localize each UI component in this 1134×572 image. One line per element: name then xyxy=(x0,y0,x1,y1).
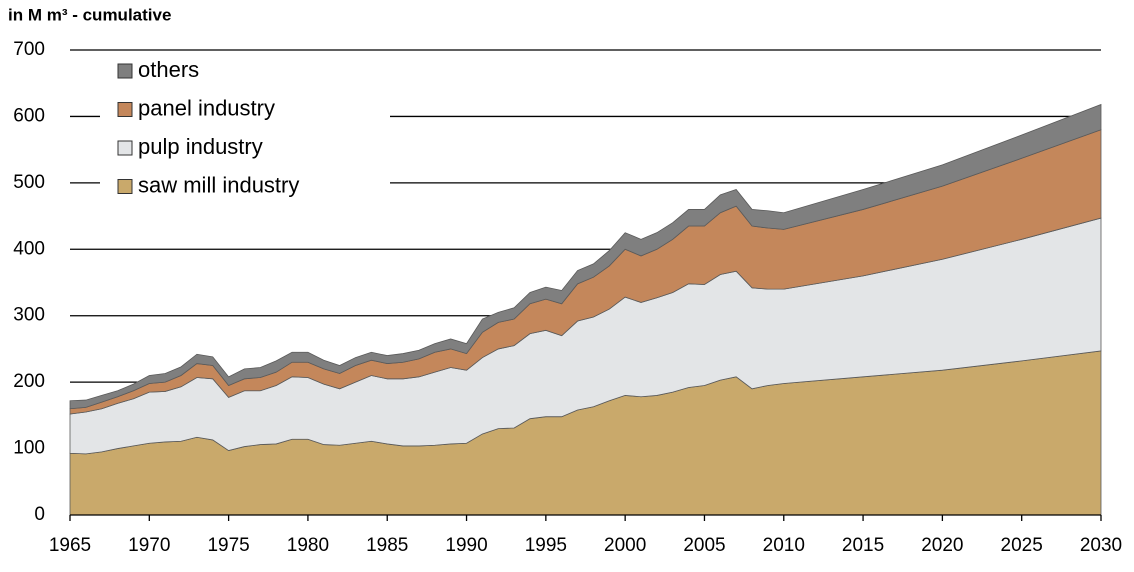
x-tick-label: 2015 xyxy=(842,535,884,556)
y-tick-label: 500 xyxy=(13,172,45,193)
y-tick-label: 400 xyxy=(13,238,45,259)
x-tick-label: 2020 xyxy=(921,535,963,556)
y-tick-label: 300 xyxy=(13,305,45,326)
legend-label: others xyxy=(138,57,199,82)
x-tick-label: 1970 xyxy=(128,535,170,556)
legend-label: panel industry xyxy=(138,95,275,120)
x-tick-label: 1980 xyxy=(287,535,329,556)
legend-swatch xyxy=(117,63,133,79)
y-tick-label: 200 xyxy=(13,371,45,392)
x-tick-label: 1990 xyxy=(445,535,487,556)
x-tick-label: 1985 xyxy=(366,535,408,556)
y-axis-label: in M m³ - cumulative xyxy=(8,5,171,24)
legend-swatch xyxy=(117,179,133,194)
y-tick-label: 0 xyxy=(34,504,45,525)
legend-label: saw mill industry xyxy=(138,172,299,197)
y-tick-label: 600 xyxy=(13,105,45,126)
y-tick-label: 700 xyxy=(13,39,45,60)
area xyxy=(69,103,1102,410)
y-tick-label: 100 xyxy=(13,438,45,459)
x-tick-label: 1995 xyxy=(525,535,567,556)
legend-label: pulp industry xyxy=(138,134,263,159)
legend-swatch xyxy=(117,102,133,117)
x-tick-label: 2030 xyxy=(1080,535,1122,556)
x-tick-label: 1965 xyxy=(49,535,91,556)
x-tick-label: 2000 xyxy=(604,535,646,556)
legend-swatch xyxy=(117,140,133,156)
legend-background xyxy=(100,52,390,212)
x-tick-label: 1975 xyxy=(207,535,249,556)
x-tick-label: 2025 xyxy=(1001,535,1043,556)
x-tick-label: 2005 xyxy=(683,535,725,556)
x-tick-label: 2010 xyxy=(763,535,805,556)
